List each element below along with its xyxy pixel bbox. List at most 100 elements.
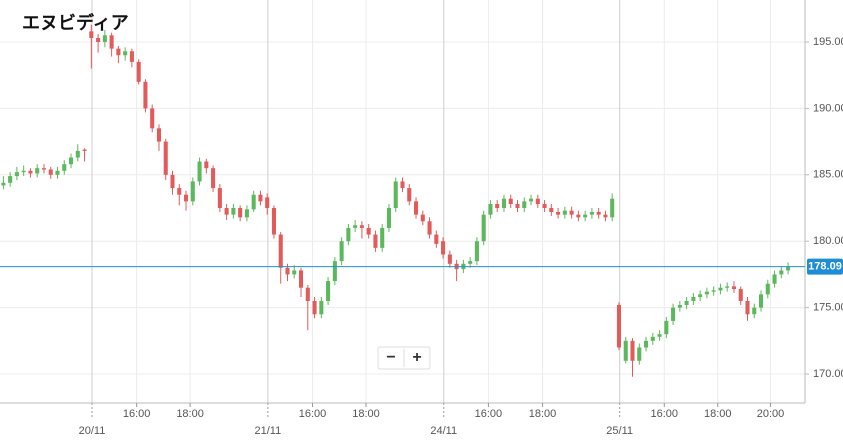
candle-body	[305, 287, 310, 301]
candle-body	[711, 290, 716, 292]
candles	[1, 24, 791, 377]
candle-body	[244, 209, 249, 218]
candle-body	[664, 320, 669, 335]
zoom-in-button[interactable]: +	[412, 349, 421, 366]
candle-body	[786, 266, 791, 271]
candle-body	[271, 208, 276, 235]
candle-body	[143, 81, 148, 109]
candle-body	[319, 300, 324, 315]
candle-body	[353, 225, 358, 228]
x-tick-label: 16:00	[299, 408, 327, 420]
candle-body	[671, 307, 676, 321]
candle-body	[684, 300, 689, 305]
candle-body	[657, 334, 662, 337]
candle-body	[623, 340, 628, 361]
candle-body	[89, 31, 94, 38]
x-tick-label: 18:00	[529, 408, 557, 420]
candle-body	[136, 61, 141, 82]
candle-body	[366, 227, 371, 235]
y-tick-label: 195.00	[813, 36, 843, 48]
x-tick-label: 16:00	[651, 408, 679, 420]
zoom-controls: − +	[377, 346, 431, 370]
candle-body	[35, 168, 40, 174]
x-tick-label: 25/11	[606, 425, 633, 437]
candle-body	[447, 254, 452, 264]
candle-body	[468, 261, 473, 264]
candle-body	[616, 304, 621, 348]
candle-body	[407, 188, 412, 202]
candle-body	[583, 214, 588, 218]
candle-body	[704, 291, 709, 295]
candle-body	[731, 286, 736, 290]
candle-body	[569, 210, 574, 215]
candle-body	[48, 169, 53, 175]
candle-body	[556, 211, 561, 215]
last-price-label: 178.09	[808, 260, 842, 272]
candle-body	[156, 128, 161, 142]
candle-body	[400, 181, 405, 189]
candle-body	[278, 234, 283, 268]
candle-body	[150, 108, 155, 129]
candle-body	[28, 170, 33, 174]
candle-body	[779, 270, 784, 275]
candle-body	[102, 35, 107, 42]
candle-body	[75, 150, 80, 158]
candle-body	[522, 201, 527, 209]
x-tick-label: 20:00	[757, 408, 785, 420]
candle-body	[596, 211, 601, 215]
x-tick-label: 18:00	[704, 408, 732, 420]
candle-body	[393, 181, 398, 209]
candle-body	[386, 208, 391, 228]
y-tick-label: 180.00	[813, 235, 843, 247]
y-tick-label: 185.00	[813, 169, 843, 181]
candle-body	[373, 234, 378, 248]
candle-body	[535, 198, 540, 205]
candle-body	[515, 204, 520, 209]
candle-body	[332, 261, 337, 282]
candle-body	[346, 227, 351, 242]
zoom-out-button[interactable]: −	[386, 349, 395, 366]
candle-body	[62, 164, 67, 171]
candle-body	[41, 168, 46, 170]
y-tick-label: 170.00	[813, 368, 843, 380]
candle-body	[434, 234, 439, 244]
candle-body	[211, 168, 216, 189]
candle-body	[481, 214, 486, 242]
candle-body	[718, 287, 723, 291]
candle-body	[224, 208, 229, 215]
candle-body	[116, 48, 121, 56]
candle-body	[265, 197, 270, 209]
candle-body	[576, 214, 581, 218]
candle-body	[677, 304, 682, 308]
candle-body	[562, 210, 567, 215]
x-tick-label: 18:00	[176, 408, 204, 420]
candle-body	[1, 182, 6, 186]
candle-body	[745, 300, 750, 315]
candle-body	[380, 227, 385, 248]
candle-body	[488, 204, 493, 215]
candle-body	[589, 211, 594, 215]
candle-body	[69, 157, 74, 165]
candle-body	[725, 286, 730, 288]
candle-body	[414, 201, 419, 215]
candle-body	[420, 214, 425, 222]
candle-body	[109, 35, 114, 49]
candle-body	[495, 204, 500, 209]
candle-body	[427, 221, 432, 235]
candle-body	[123, 51, 128, 56]
candle-body	[359, 225, 364, 228]
candle-body	[765, 283, 770, 295]
x-tick-label: 16:00	[123, 408, 151, 420]
candle-body	[603, 214, 608, 218]
y-tick-label: 190.00	[813, 102, 843, 114]
candle-body	[163, 141, 168, 175]
candle-body	[508, 198, 513, 205]
candle-body	[610, 198, 615, 218]
candle-body	[529, 198, 534, 202]
grid	[0, 0, 805, 403]
candle-body	[82, 149, 87, 151]
candle-body	[217, 188, 222, 209]
candle-body	[542, 204, 547, 209]
candle-body	[501, 198, 506, 209]
